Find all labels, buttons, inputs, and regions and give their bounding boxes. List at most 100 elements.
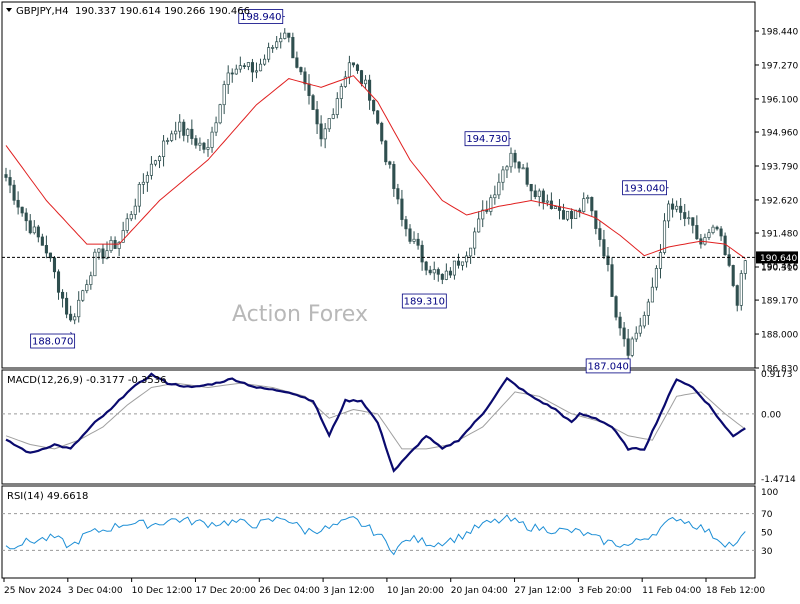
time-axis-tick: 11 Feb 04:00	[642, 586, 701, 596]
current-price-shadow-label: 190.466	[761, 262, 798, 272]
price-candles	[4, 28, 747, 365]
macd-axis-tick: 0.9173	[761, 370, 793, 380]
price-axis-tick: 193.790	[761, 162, 798, 172]
macd-title: MACD(12,26,9) -0.3177 -0.3536	[7, 375, 167, 386]
candle-body	[275, 41, 279, 48]
candle-body	[48, 252, 52, 259]
candle-body	[327, 118, 331, 130]
candle-body	[707, 232, 711, 238]
annotation-label: 193.040	[624, 183, 665, 194]
annotation-box	[585, 358, 631, 374]
chart-header: GBPJPY,H4 190.337 190.614 190.266 190.46…	[6, 6, 250, 17]
candle-body	[56, 271, 61, 293]
candle-body	[153, 160, 158, 165]
candle-body	[178, 121, 182, 132]
candle-body	[408, 228, 412, 242]
candle-body	[226, 72, 230, 85]
candle-body	[254, 70, 259, 73]
candle-body	[372, 99, 376, 112]
candle-body	[481, 209, 485, 220]
price-axis-tick: 188.000	[761, 331, 798, 341]
candle-body	[246, 62, 250, 67]
candle-body	[194, 138, 198, 146]
candle-body	[473, 231, 477, 249]
candle-body	[384, 140, 388, 163]
candle-body	[687, 217, 691, 220]
candle-body	[299, 67, 303, 73]
time-axis-tick: 10 Jan 20:00	[387, 586, 444, 596]
time-axis-tick: 18 Feb 12:00	[706, 586, 765, 596]
candle-body	[610, 264, 614, 297]
candle-body	[452, 260, 456, 276]
candle-body	[533, 190, 537, 197]
candle-body	[339, 86, 343, 99]
candle-body	[307, 83, 311, 96]
candle-body	[170, 133, 174, 141]
annotation-box	[238, 9, 284, 24]
candle-body	[658, 252, 663, 269]
candle-body	[65, 297, 69, 315]
candle-body	[24, 212, 28, 222]
candle-body	[359, 70, 364, 85]
candle-body	[12, 184, 16, 201]
candle-body	[513, 152, 517, 163]
moving-average-line	[5, 75, 746, 260]
candle-body	[351, 62, 355, 66]
ohlc-label: 190.337 190.614 190.266 190.466	[75, 6, 250, 17]
candle-body	[355, 64, 360, 71]
candle-body	[444, 270, 448, 280]
candle-body	[52, 257, 57, 273]
candle-body	[529, 183, 533, 192]
candle-body	[133, 205, 137, 215]
candle-body	[671, 203, 675, 210]
candle-body	[295, 57, 299, 68]
candle-body	[388, 161, 392, 165]
candle-body	[258, 63, 263, 72]
price-axis-tick: 189.170	[761, 297, 798, 307]
candle-body	[667, 203, 671, 222]
annotation-box	[464, 131, 510, 147]
candle-body	[404, 219, 408, 230]
time-axis-tick: 25 Nov 2024	[4, 586, 62, 596]
candle-body	[129, 214, 133, 220]
candle-body	[400, 198, 404, 220]
candle-body	[73, 316, 77, 321]
candle-body	[739, 273, 743, 306]
candle-body	[521, 167, 525, 170]
candle-body	[501, 169, 505, 183]
candle-body	[662, 220, 667, 253]
time-axis-tick: 3 Feb 20:00	[578, 586, 632, 596]
annotation-label: 198.940	[240, 12, 281, 23]
rsi-line	[5, 514, 746, 556]
candle-body	[396, 188, 400, 200]
candle-body	[618, 316, 622, 329]
time-axis: 25 Nov 2024 3 Dec 04:00 10 Dec 12:00 17 Dec…	[3, 578, 765, 596]
annotation-label: 187.040	[587, 361, 628, 372]
candle-body	[145, 175, 149, 183]
candle-body	[335, 98, 339, 115]
candle-body	[303, 71, 307, 85]
candle-body	[28, 220, 32, 234]
candle-body	[614, 296, 618, 318]
candle-body	[448, 270, 452, 276]
candle-body	[44, 245, 48, 254]
candle-body	[234, 68, 238, 75]
candle-body	[541, 190, 545, 203]
candle-body	[723, 235, 727, 256]
macd-line	[5, 372, 746, 473]
candle-body	[230, 72, 234, 75]
candle-body	[61, 291, 65, 299]
candle-body	[525, 167, 529, 185]
candle-body	[315, 109, 319, 125]
candle-body	[545, 200, 549, 203]
candle-body	[331, 114, 335, 119]
candle-body	[505, 166, 509, 171]
candle-body	[432, 269, 436, 274]
candle-body	[440, 273, 444, 280]
candle-body	[8, 177, 12, 186]
candle-body	[683, 212, 687, 219]
candle-body	[109, 240, 113, 252]
candle-body	[162, 140, 166, 157]
